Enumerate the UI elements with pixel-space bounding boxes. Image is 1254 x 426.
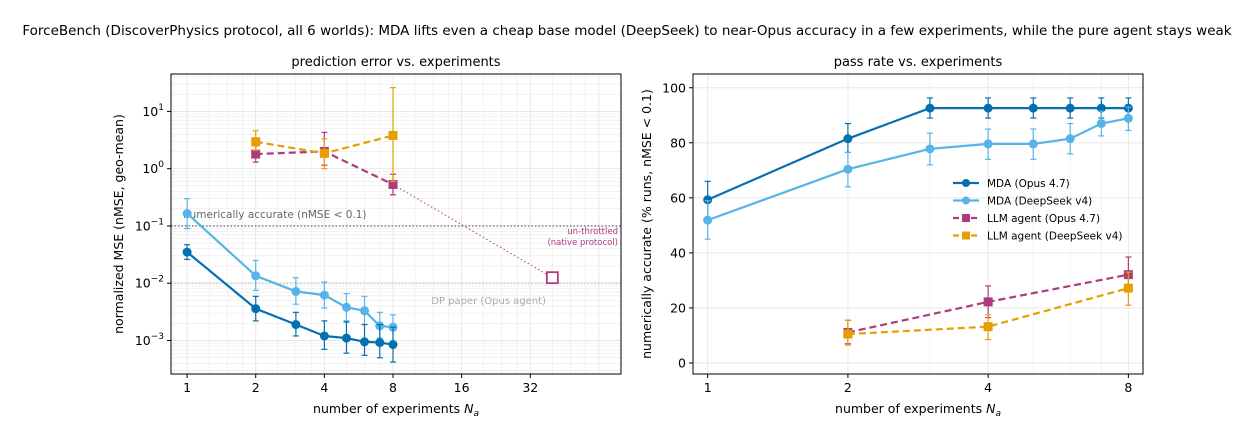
x-tick-label: 32: [522, 380, 538, 395]
data-point: [925, 144, 935, 154]
data-point: [703, 215, 713, 225]
data-point: [388, 340, 398, 350]
data-point: [319, 290, 329, 300]
x-tick-label: 2: [844, 380, 852, 395]
data-point: [251, 149, 261, 159]
data-point: [360, 306, 370, 316]
data-point: [843, 329, 853, 339]
y-tick-label: 100: [142, 160, 164, 176]
grid-lines: [171, 74, 622, 374]
data-point: [319, 331, 329, 341]
data-point: [843, 164, 853, 174]
data-point: [251, 271, 261, 281]
threshold-label: numerically accurate (nMSE < 0.1): [183, 209, 367, 221]
data-point: [182, 208, 192, 218]
legend: MDA (Opus 4.7) MDA (DeepSeek v4) LLM agent…: [953, 178, 1123, 243]
figure-suptitle: ForceBench (DiscoverPhysics protocol, al…: [22, 23, 1232, 39]
data-point: [983, 103, 993, 113]
legend-marker: [962, 214, 970, 222]
data-point: [360, 337, 370, 347]
data-point: [341, 333, 351, 343]
data-point: [1123, 283, 1133, 293]
data-point: [388, 179, 398, 189]
legend-label: LLM agent (Opus 4.7): [987, 213, 1100, 225]
y-tick-label: 10−2: [135, 275, 164, 291]
data-point: [341, 302, 351, 312]
data-point: [983, 322, 993, 332]
x-tick-label: 8: [1124, 380, 1132, 395]
data-point: [291, 286, 301, 296]
legend-label: LLM agent (DeepSeek v4): [987, 231, 1123, 243]
data-point: [983, 297, 993, 307]
legend-marker: [962, 196, 970, 205]
series-mda_opus: [703, 97, 1133, 220]
data-point: [703, 195, 713, 205]
y-tick-label: 80: [670, 135, 686, 150]
legend-label: MDA (Opus 4.7): [987, 178, 1070, 190]
series-line: [707, 117, 1129, 222]
data-point: [251, 304, 261, 314]
data-point: [1123, 113, 1133, 123]
x-tick-label: 8: [389, 380, 397, 395]
data-point: [182, 247, 192, 257]
x-axis-label: number of experiments Na: [313, 401, 479, 419]
data-point: [319, 148, 329, 158]
data-point: [1065, 134, 1075, 144]
unthrottled-label: (native protocol): [547, 238, 618, 248]
x-tick-label: 16: [454, 380, 470, 395]
x-tick-label: 2: [252, 380, 260, 395]
y-axis-label: numerically accurate (% runs, nMSE < 0.1…: [639, 89, 654, 359]
data-point: [1065, 103, 1075, 113]
data-point: [1028, 139, 1038, 149]
series-line: [847, 287, 1129, 336]
unthrottled-label: un-throttled: [567, 227, 618, 237]
series-llm_deepseek: [843, 271, 1133, 346]
y-tick-label: 10−3: [135, 332, 164, 348]
legend-label: MDA (DeepSeek v4): [987, 196, 1092, 208]
x-tick-label: 1: [183, 380, 191, 395]
series-mda_opus: [182, 244, 398, 363]
data-point: [375, 338, 385, 348]
panel-1: numerically accurate (nMSE < 0.1) DP pape…: [111, 55, 622, 419]
series-line: [707, 107, 1129, 201]
panel-title: pass rate vs. experiments: [834, 55, 1003, 70]
axes-frame: [692, 73, 1144, 375]
x-tick-label: 4: [320, 380, 328, 395]
data-point: [925, 103, 935, 113]
data-point: [983, 139, 993, 149]
data-point: [291, 320, 301, 330]
y-tick-label: 20: [670, 300, 686, 315]
data-point: [251, 137, 261, 147]
panel-title: prediction error vs. experiments: [291, 55, 500, 70]
y-axis-label: normalized MSE (nMSE, geo-mean): [111, 114, 126, 334]
series-mda_deepseek: [703, 106, 1133, 240]
legend-marker: [962, 179, 970, 187]
unthrottled-connector: [392, 184, 553, 279]
legend-marker: [962, 231, 970, 240]
y-tick-label: 100: [662, 80, 686, 95]
data-point: [1028, 103, 1038, 113]
x-tick-label: 1: [704, 380, 712, 395]
paper-reference-label: DP paper (Opus agent): [431, 296, 546, 307]
y-tick-label: 0: [678, 355, 686, 370]
data-point: [388, 130, 398, 140]
y-tick-label: 40: [670, 245, 686, 260]
axes-frame: [170, 73, 622, 375]
data-point: [843, 134, 853, 144]
x-axis-label: number of experiments Na: [835, 401, 1001, 419]
y-tick-label: 60: [670, 190, 686, 205]
y-tick-label: 10−1: [135, 217, 164, 233]
series-mda_deepseek: [182, 198, 398, 344]
x-tick-label: 4: [984, 380, 992, 395]
y-tick-label: 101: [142, 103, 164, 119]
data-point: [1096, 103, 1106, 113]
data-point: [1096, 119, 1106, 129]
series-llm_deepseek: [251, 87, 398, 182]
unthrottled-marker: [545, 271, 559, 285]
